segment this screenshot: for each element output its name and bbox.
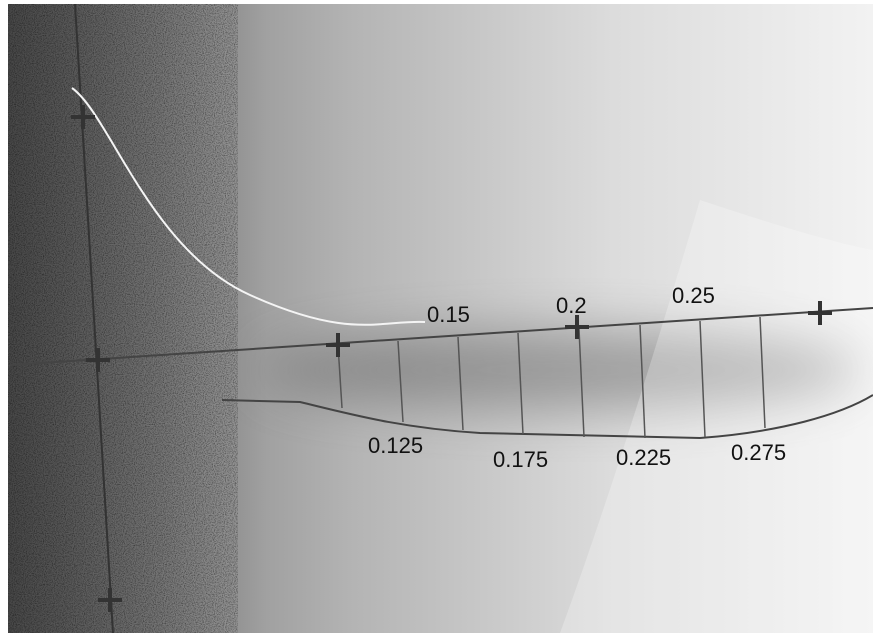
section-line [699, 320, 706, 438]
shadow-band [260, 330, 860, 410]
upper-profile [71, 87, 426, 326]
cross-marker [565, 315, 589, 339]
lower-label: 0.125 [368, 433, 423, 458]
cross-marker [98, 588, 122, 612]
cross-marker [808, 301, 832, 325]
section-line [397, 340, 404, 423]
highlight [560, 200, 873, 633]
lower-profile [221, 394, 873, 440]
cross-marker [86, 348, 110, 372]
cross-marker [71, 105, 95, 129]
upper-label: 0.15 [427, 302, 470, 327]
lower-label: 0.225 [616, 445, 671, 470]
section-line [759, 316, 766, 429]
section-line [517, 332, 524, 435]
section-line [578, 328, 585, 438]
cross-marker [326, 333, 350, 357]
section-line [457, 336, 464, 431]
upper-label: 0.25 [672, 283, 715, 308]
lower-label: 0.275 [731, 440, 786, 465]
markers [71, 105, 832, 612]
upper-label: 0.2 [556, 293, 587, 318]
speckle [8, 4, 238, 633]
lower-label: 0.175 [493, 447, 548, 472]
section-line [639, 324, 646, 439]
horizontal-line [9, 307, 873, 366]
